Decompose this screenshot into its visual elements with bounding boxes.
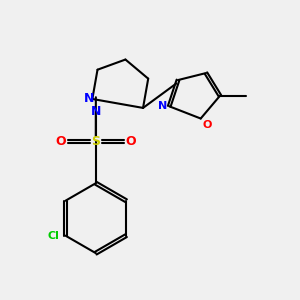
Text: N: N [158,101,167,111]
Text: S: S [91,135,100,148]
Text: O: O [125,135,136,148]
Text: Cl: Cl [47,231,59,241]
Text: N: N [84,92,94,106]
Text: O: O [202,120,212,130]
Text: O: O [56,135,66,148]
Text: N: N [91,105,101,118]
